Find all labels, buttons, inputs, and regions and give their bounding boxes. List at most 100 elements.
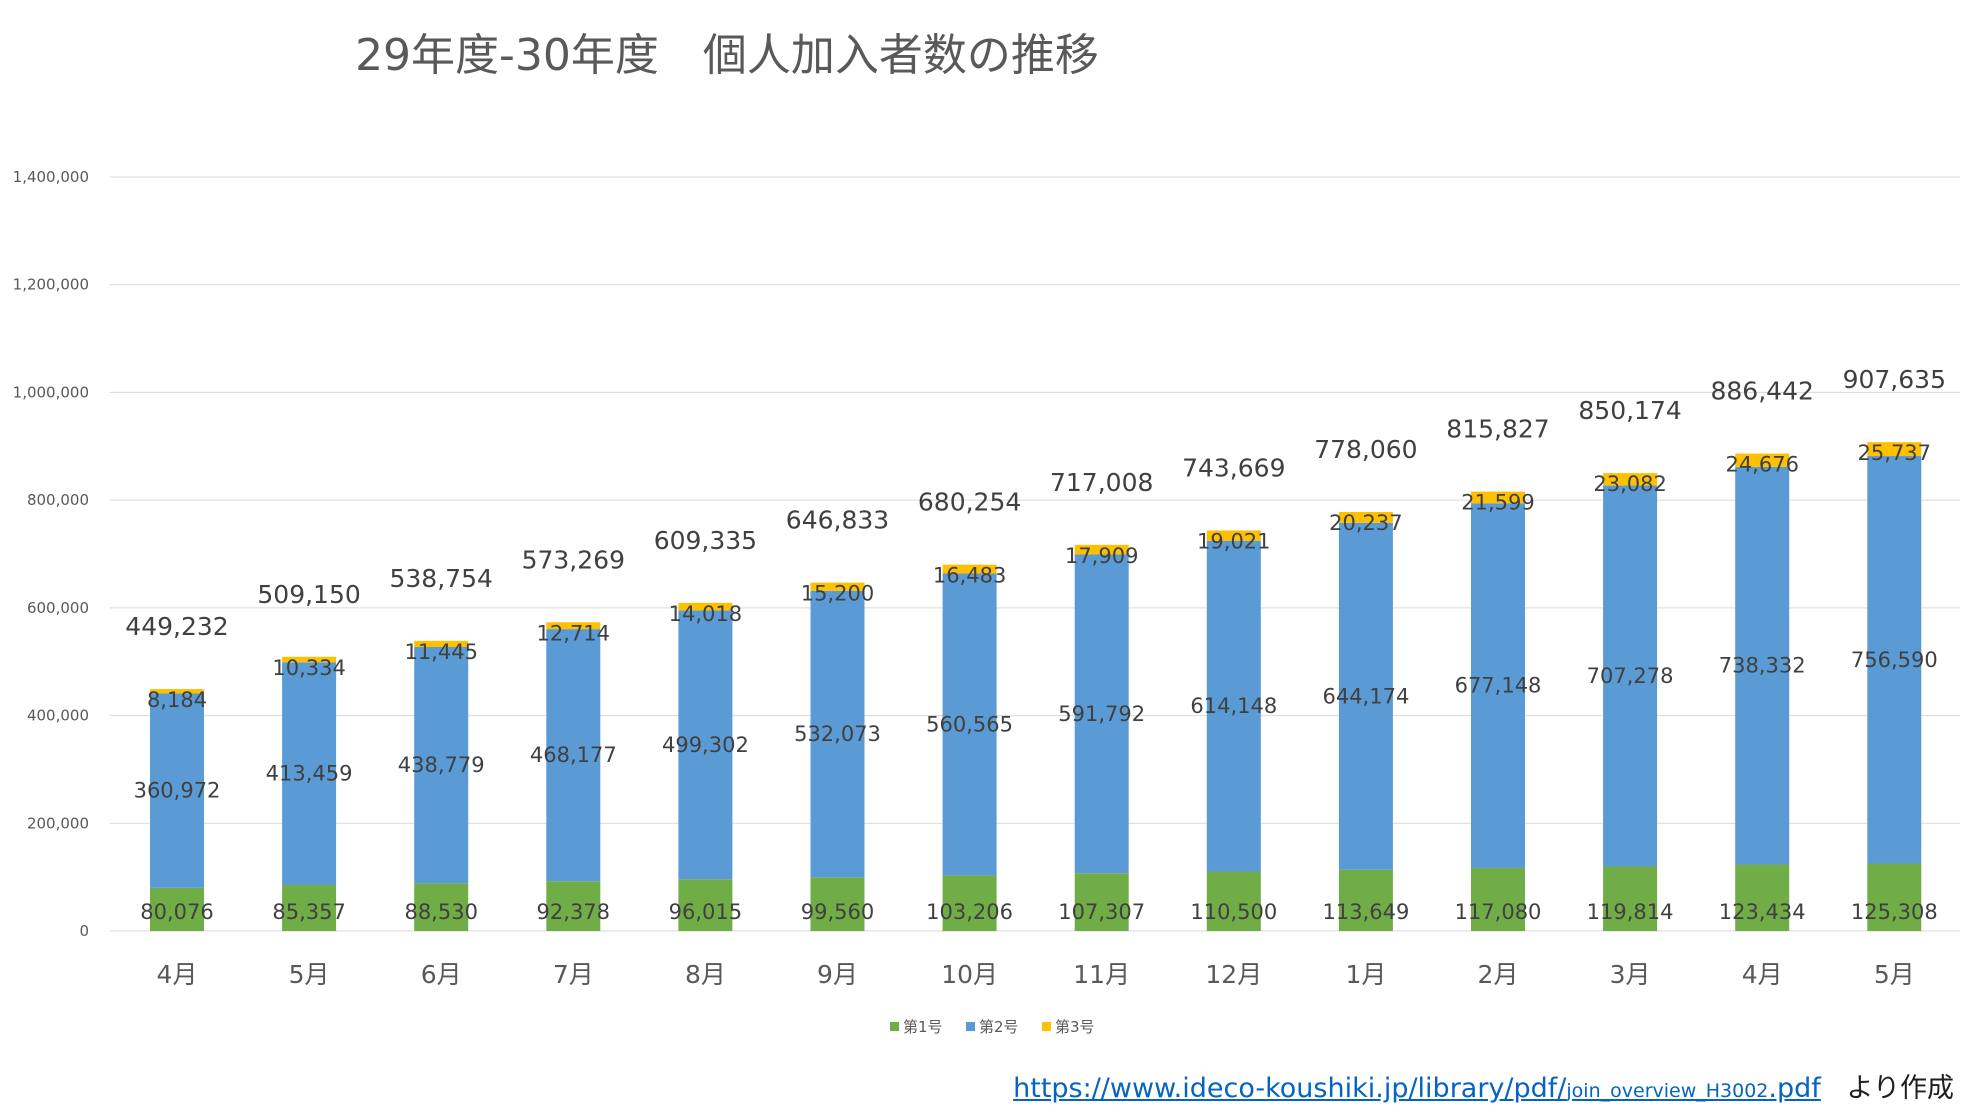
total-label: 609,335: [654, 526, 757, 555]
x-tick-label: 11月: [1073, 960, 1130, 989]
data-label-series-1: 110,500: [1190, 900, 1277, 924]
bar-segment-series-3: [282, 656, 337, 663]
bar-segment-series-3: [1735, 453, 1790, 467]
x-tick-label: 6月: [421, 960, 462, 989]
data-label-series-1: 113,649: [1322, 900, 1409, 924]
data-label-series-2: 644,174: [1322, 684, 1409, 708]
bar-segment-series-1: [1338, 869, 1393, 931]
data-label-series-2: 707,278: [1587, 664, 1674, 688]
data-label-series-2: 413,459: [266, 762, 353, 786]
y-tick-label: 800,000: [27, 491, 89, 509]
bar-segment-series-2: [678, 610, 733, 880]
data-label-series-2: 360,972: [134, 779, 221, 803]
legend: 第1号 第2号 第3号: [890, 1018, 1095, 1036]
bar-segment-series-1: [1074, 873, 1129, 931]
legend-swatch: [890, 1022, 899, 1031]
data-label-series-1: 85,357: [272, 900, 345, 924]
bar-segment-series-3: [942, 564, 997, 574]
data-label-series-3: 11,445: [404, 640, 477, 664]
data-label-series-1: 107,307: [1058, 900, 1145, 924]
total-label: 717,008: [1050, 468, 1153, 497]
data-label-series-1: 80,076: [140, 900, 213, 924]
x-tick-label: 9月: [817, 960, 858, 989]
bar-segment-series-3: [1206, 530, 1261, 541]
total-label: 509,150: [257, 580, 360, 609]
x-tick-label: 5月: [289, 960, 330, 989]
total-label: 850,174: [1578, 396, 1681, 425]
data-label-series-3: 23,082: [1593, 472, 1666, 496]
bar-segment-series-2: [1471, 503, 1525, 868]
x-tick-label: 5月: [1874, 960, 1915, 989]
bar-segment-series-1: [1603, 866, 1658, 931]
data-label-series-2: 677,148: [1455, 674, 1542, 698]
x-tick-label: 4月: [157, 960, 198, 989]
x-tick-label: 12月: [1205, 960, 1262, 989]
data-labels: 80,076 360,972 8,184 449,232 85,357 413,459 10…: [125, 365, 1946, 924]
source-note: https://www.ideco-koushiki.jp/library/pd…: [1013, 1066, 1954, 1105]
total-label: 646,833: [786, 506, 889, 535]
bar-segment-series-3: [1867, 442, 1922, 457]
data-label-series-3: 25,737: [1858, 441, 1931, 465]
total-label: 538,754: [390, 564, 493, 593]
data-label-series-3: 16,483: [933, 564, 1006, 588]
y-tick-label: 200,000: [27, 814, 89, 832]
x-tick-label: 7月: [553, 960, 594, 989]
data-label-series-2: 591,792: [1058, 702, 1145, 726]
bar-segment-series-1: [678, 879, 733, 931]
bar-segment-series-1: [1867, 863, 1922, 931]
data-label-series-2: 468,177: [530, 743, 617, 767]
data-label-series-3: 20,237: [1329, 511, 1402, 535]
legend-label: 第1号: [903, 1018, 943, 1036]
data-label-series-1: 117,080: [1455, 900, 1542, 924]
y-tick-label: 600,000: [27, 599, 89, 617]
x-tick-label: 10月: [941, 960, 998, 989]
data-label-series-3: 15,200: [801, 582, 874, 606]
data-label-series-2: 738,332: [1719, 654, 1806, 678]
bar-segment-series-2: [150, 693, 204, 888]
bar-segment-series-2: [282, 662, 337, 886]
data-label-series-1: 96,015: [669, 900, 742, 924]
data-label-series-3: 8,184: [147, 688, 207, 712]
bar-segment-series-3: [1074, 544, 1129, 555]
data-label-series-1: 119,814: [1587, 900, 1674, 924]
data-label-series-3: 19,021: [1197, 529, 1270, 553]
bar-segment-series-1: [1471, 867, 1525, 931]
bar-segment-series-3: [1471, 491, 1525, 504]
bars: [150, 442, 1922, 931]
data-label-series-1: 123,434: [1719, 900, 1806, 924]
data-label-series-2: 756,590: [1851, 648, 1938, 672]
legend-label: 第2号: [979, 1018, 1019, 1036]
bar-segment-series-1: [282, 885, 337, 931]
total-label: 680,254: [918, 488, 1021, 517]
total-label: 778,060: [1314, 435, 1417, 464]
data-label-series-2: 614,148: [1190, 694, 1277, 718]
x-tick-label: 2月: [1478, 960, 1519, 989]
bar-segment-series-1: [942, 875, 997, 931]
y-axis-tick-labels: 0 200,000 400,000 600,000 800,000 1,000,000 1,…: [13, 168, 89, 940]
source-url-main: https://www.ideco-koushiki.jp/library/pd…: [1013, 1073, 1567, 1104]
bar-segment-series-1: [1735, 864, 1790, 931]
data-label-series-3: 12,714: [537, 621, 610, 645]
bar-segment-series-2: [942, 573, 997, 876]
data-label-series-1: 99,560: [801, 900, 874, 924]
bar-segment-series-1: [546, 881, 601, 931]
bar-segment-series-3: [414, 640, 469, 648]
bar-segment-series-1: [150, 887, 204, 931]
data-label-series-3: 14,018: [669, 602, 742, 626]
data-label-series-1: 88,530: [404, 900, 477, 924]
chart-title: 29年度-30年度 個人加入者数の推移: [355, 30, 1099, 81]
source-url-ext: .pdf: [1768, 1073, 1821, 1104]
legend-swatch: [1042, 1022, 1051, 1031]
source-link[interactable]: https://www.ideco-koushiki.jp/library/pd…: [1013, 1073, 1821, 1104]
data-label-series-2: 438,779: [398, 753, 485, 777]
bar-segment-series-2: [1735, 466, 1790, 865]
total-label: 449,232: [125, 612, 228, 641]
bar-segment-series-2: [1206, 540, 1261, 872]
bar-segment-series-1: [810, 877, 865, 931]
data-label-series-2: 532,073: [794, 722, 881, 746]
data-label-series-3: 10,334: [272, 656, 345, 680]
x-tick-label: 8月: [685, 960, 726, 989]
bar-segment-series-2: [414, 647, 469, 884]
bar-segment-series-2: [1074, 554, 1129, 874]
